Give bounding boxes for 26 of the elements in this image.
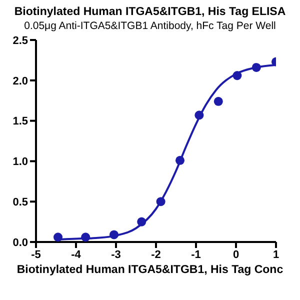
point [156,197,166,206]
x-tick-label: 0 [232,248,240,261]
x-tick-label: -5 [31,248,41,261]
chart-subtitle: 0.05μg Anti-ITGA5&ITGB1 Antibody, hFc Tag Per Well [23,20,277,32]
point [53,232,63,242]
point [252,62,261,72]
x-tick-label: -1 [191,248,201,261]
y-tick-label: 2.0 [12,75,28,88]
point [81,232,90,242]
point [214,96,223,106]
point [137,217,146,226]
y-tick-label: 0.5 [12,196,28,209]
point [194,110,204,120]
x-tick-label: -2 [151,248,161,261]
x-tick-label: -4 [71,248,82,261]
x-axis-title: Biotinylated Human ITGA5&ITGB1, His Tag Conc [16,264,284,276]
y-tick-label: 0.0 [12,236,28,249]
y-tick-label: 1.5 [12,116,28,128]
point [232,71,242,80]
y-tick-label: 1.0 [12,156,28,168]
point [109,230,119,240]
y-tick-label: 2.5 [12,34,28,47]
point [175,156,185,165]
x-tick-label: 1 [272,248,280,261]
chart-title: Biotinylated Human ITGA5&ITGB1, His Tag ELISA [13,6,287,18]
x-tick-label: -3 [111,248,121,261]
